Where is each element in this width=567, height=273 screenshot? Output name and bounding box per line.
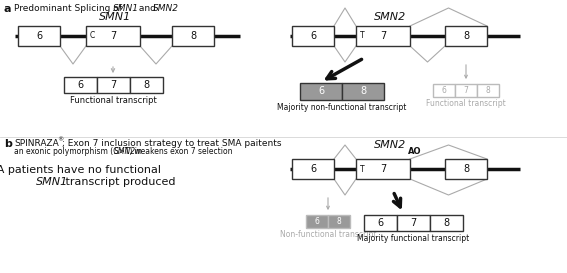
- Bar: [129, 77, 163, 93]
- Text: SMN2: SMN2: [374, 140, 406, 150]
- Text: 8: 8: [463, 164, 469, 174]
- Text: transcript produced: transcript produced: [62, 177, 176, 187]
- Text: T: T: [360, 165, 365, 174]
- Text: SMN1: SMN1: [113, 4, 139, 13]
- Bar: [429, 215, 463, 231]
- Bar: [18, 26, 60, 46]
- Bar: [455, 84, 477, 97]
- Bar: [356, 26, 410, 46]
- Text: C: C: [90, 31, 95, 40]
- Text: SMA patients have no functional: SMA patients have no functional: [0, 165, 160, 175]
- Bar: [86, 26, 140, 46]
- Text: 8: 8: [360, 87, 366, 96]
- Text: 8: 8: [190, 31, 196, 41]
- Text: SMN1: SMN1: [36, 177, 68, 187]
- Text: 6: 6: [442, 86, 446, 95]
- Bar: [64, 77, 96, 93]
- Text: 6: 6: [36, 31, 42, 41]
- Text: 8: 8: [463, 31, 469, 41]
- Bar: [477, 84, 499, 97]
- Text: ; Exon 7 inclusion strategy to treat SMA paitents: ; Exon 7 inclusion strategy to treat SMA…: [62, 139, 281, 148]
- Bar: [433, 84, 455, 97]
- Text: 7: 7: [380, 31, 386, 41]
- Text: SMN2: SMN2: [114, 147, 136, 156]
- Text: Functional transcript: Functional transcript: [426, 99, 506, 108]
- Text: 7: 7: [464, 86, 468, 95]
- Text: SMN1: SMN1: [99, 12, 131, 22]
- Text: Predominant Splicing of: Predominant Splicing of: [14, 4, 125, 13]
- Text: 6: 6: [315, 217, 319, 226]
- Text: AO: AO: [408, 147, 421, 156]
- Text: Majority non-functional transcript: Majority non-functional transcript: [277, 103, 407, 112]
- Bar: [300, 83, 342, 100]
- Bar: [292, 159, 334, 179]
- Text: 6: 6: [310, 31, 316, 41]
- Text: 7: 7: [110, 31, 116, 41]
- Bar: [306, 215, 328, 228]
- Text: 8: 8: [143, 80, 149, 90]
- Bar: [356, 159, 410, 179]
- Bar: [342, 83, 384, 100]
- Text: ®: ®: [57, 138, 64, 143]
- Bar: [328, 215, 350, 228]
- Text: SPINRAZA: SPINRAZA: [14, 139, 59, 148]
- Text: an exonic polymorphism (C>T) in: an exonic polymorphism (C>T) in: [14, 147, 144, 156]
- Text: 7: 7: [110, 80, 116, 90]
- Bar: [96, 77, 129, 93]
- Bar: [445, 26, 487, 46]
- Text: Majority functional transcript: Majority functional transcript: [357, 234, 469, 243]
- Bar: [292, 26, 334, 46]
- Text: SMN2: SMN2: [153, 4, 179, 13]
- Text: and: and: [136, 4, 159, 13]
- Text: 6: 6: [310, 164, 316, 174]
- Bar: [172, 26, 214, 46]
- Text: T: T: [360, 31, 365, 40]
- Text: 8: 8: [485, 86, 490, 95]
- Text: 8: 8: [337, 217, 341, 226]
- Bar: [445, 159, 487, 179]
- Text: Non-functional transcript: Non-functional transcript: [280, 230, 376, 239]
- Text: weakens exon 7 selection: weakens exon 7 selection: [132, 147, 232, 156]
- Text: 7: 7: [410, 218, 416, 228]
- Text: 6: 6: [377, 218, 383, 228]
- Text: 6: 6: [318, 87, 324, 96]
- Bar: [396, 215, 429, 231]
- Text: b: b: [4, 139, 12, 149]
- Text: 6: 6: [77, 80, 83, 90]
- Text: 8: 8: [443, 218, 449, 228]
- Text: SMN2: SMN2: [374, 12, 406, 22]
- Bar: [363, 215, 396, 231]
- Text: a: a: [4, 4, 11, 14]
- Text: 7: 7: [380, 164, 386, 174]
- Text: Functional transcript: Functional transcript: [70, 96, 156, 105]
